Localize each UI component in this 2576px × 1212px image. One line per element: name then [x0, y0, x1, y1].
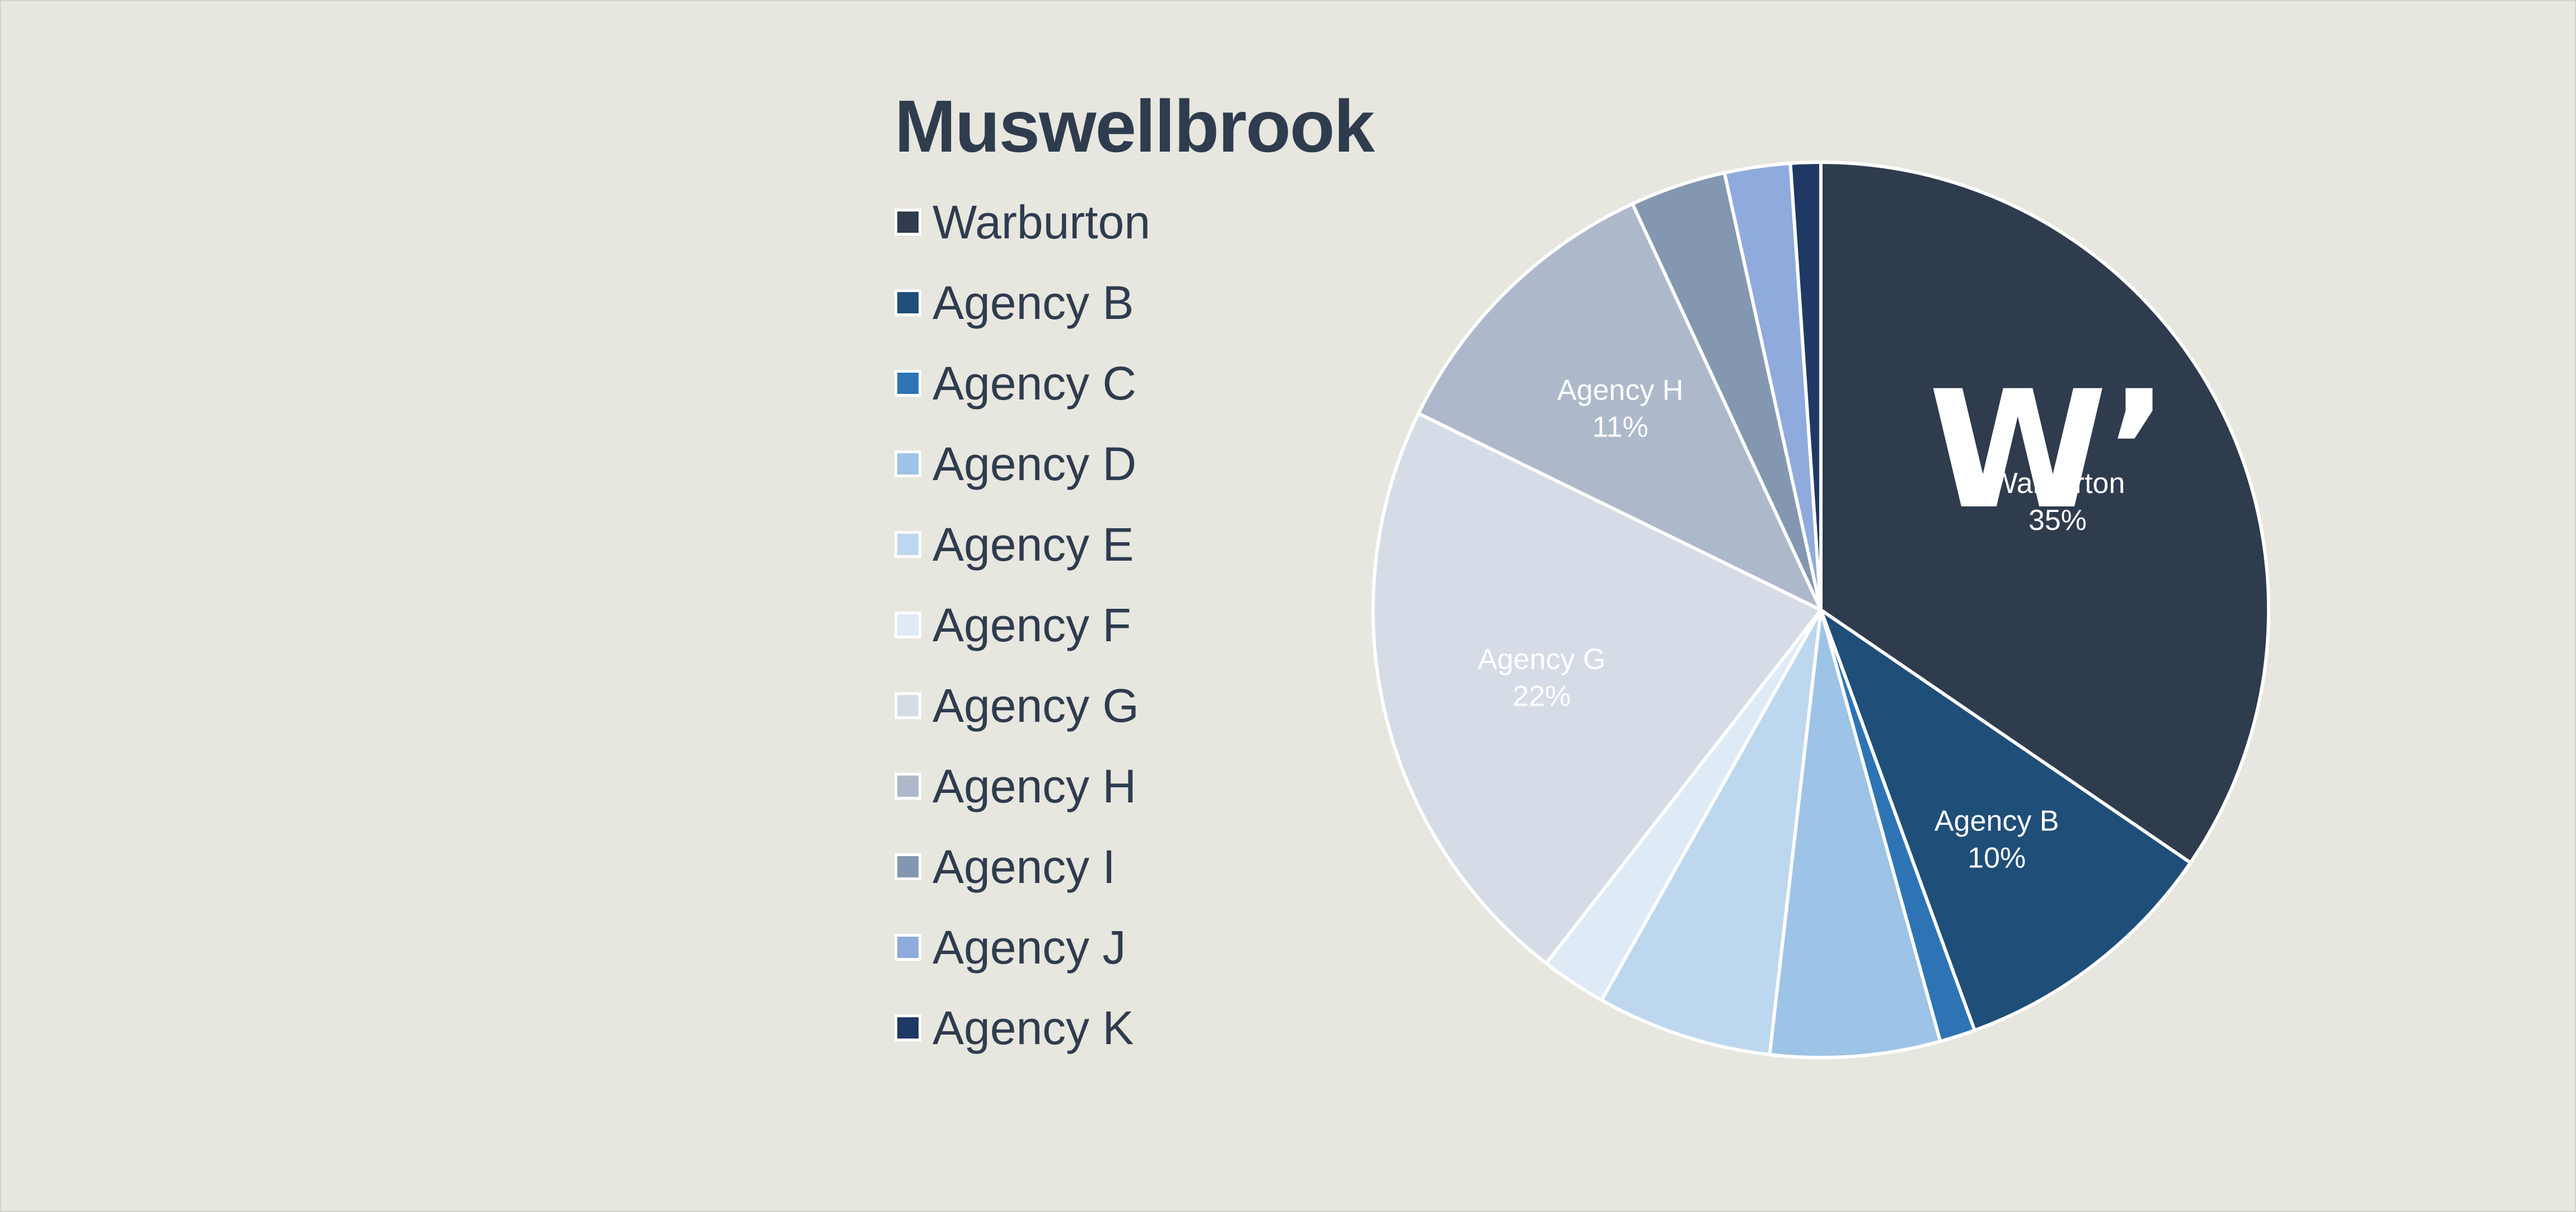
legend-swatch-agency-j [894, 934, 921, 961]
pie-slice-agency-b [1819, 608, 2193, 1032]
legend-swatch-agency-b [894, 289, 921, 316]
slice-label-name-agency-h: Agency H [1557, 374, 1683, 406]
legend-swatch-agency-e [894, 531, 921, 558]
legend-label-agency-c: Agency C [933, 357, 1137, 410]
legend-label-warburton: Warburton [933, 196, 1151, 248]
legend-item-agency-g: Agency G [894, 665, 1150, 746]
pie-slice-agency-h [1417, 202, 1823, 612]
legend-swatch-agency-g [894, 692, 921, 719]
legend-swatch-agency-c [894, 370, 921, 397]
chart-legend: Warburton Agency B Agency C Agency D Agency … [894, 182, 1150, 1068]
legend-item-agency-f: Agency F [894, 585, 1150, 665]
legend-label-agency-e: Agency E [933, 518, 1134, 571]
legend-label-agency-j: Agency J [933, 921, 1126, 974]
legend-label-agency-f: Agency F [933, 599, 1131, 651]
slice-label-pct-warburton: 35% [2029, 504, 2087, 537]
legend-swatch-agency-h [894, 773, 921, 800]
legend-item-agency-j: Agency J [894, 907, 1150, 988]
chart-title: Muswellbrook [894, 85, 1375, 167]
legend-swatch-agency-i [894, 853, 921, 880]
slice-label-pct-agency-b: 10% [1968, 842, 2026, 874]
slice-label-agency-b: Agency B 10% [1935, 805, 2059, 874]
legend-item-agency-i: Agency I [894, 826, 1150, 907]
legend-item-agency-c: Agency C [894, 343, 1150, 424]
legend-label-agency-k: Agency K [933, 1002, 1134, 1054]
legend-swatch-warburton [894, 209, 921, 236]
legend-item-agency-b: Agency B [894, 262, 1150, 343]
slice-label-name-agency-b: Agency B [1935, 805, 2059, 837]
legend-label-agency-g: Agency G [933, 679, 1139, 732]
pie-slice-agency-g [1371, 411, 1823, 965]
legend-item-agency-e: Agency E [894, 504, 1150, 585]
brand-logo: W’ [1928, 356, 2169, 545]
slice-label-warburton: Warburton 35% [1990, 467, 2125, 537]
legend-item-agency-d: Agency D [894, 424, 1150, 504]
legend-swatch-agency-f [894, 612, 921, 638]
legend-swatch-agency-d [894, 450, 921, 477]
legend-label-agency-i: Agency I [933, 840, 1116, 893]
legend-item-warburton: Warburton [894, 182, 1150, 262]
legend-label-agency-b: Agency B [933, 276, 1134, 329]
pie-slice-warburton [1819, 161, 2270, 865]
legend-item-agency-k: Agency K [894, 988, 1150, 1068]
pie-slice-agency-e [1600, 608, 1823, 1056]
slice-label-pct-agency-g: 22% [1512, 680, 1571, 713]
legend-item-agency-h: Agency H [894, 746, 1150, 826]
legend-swatch-agency-k [894, 1014, 921, 1041]
slice-label-name-warburton: Warburton [1990, 467, 2125, 500]
slice-label-pct-agency-h: 11% [1593, 411, 1648, 443]
legend-label-agency-d: Agency D [933, 438, 1137, 490]
slice-label-agency-g: Agency G 22% [1478, 643, 1605, 713]
slice-label-name-agency-g: Agency G [1478, 643, 1605, 676]
slice-label-agency-h: Agency H 11% [1557, 374, 1683, 443]
pie-slice-agency-d [1768, 608, 1942, 1059]
legend-label-agency-h: Agency H [933, 760, 1137, 812]
pie-slice-agency-k [1788, 161, 1823, 612]
